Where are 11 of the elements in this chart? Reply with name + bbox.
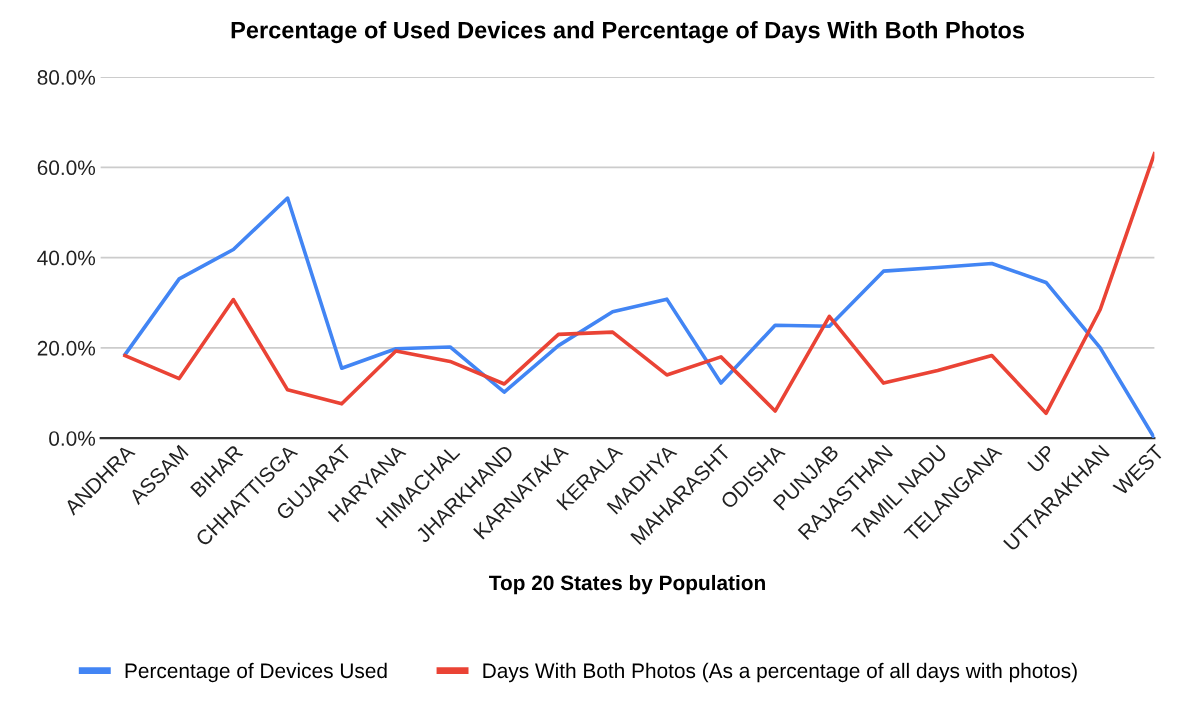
x-axis-title: Top 20 States by Population	[489, 574, 765, 595]
line-series	[123, 152, 1155, 416]
y-tick-label: 40.0%	[37, 250, 96, 266]
y-tick-label: 20.0%	[37, 340, 96, 356]
legend-label: Days With Both Photos (As a percentage of all days with photos)	[483, 662, 1077, 683]
y-tick-label: 0.0%	[49, 431, 96, 446]
line-series	[123, 196, 1155, 439]
y-tick-label: 80.0%	[37, 70, 96, 85]
y-tick-label: 60.0%	[37, 160, 96, 176]
chart-title: Percentage of Used Devices and Percentage of Days With Both Photos	[231, 21, 1025, 44]
legend-label: Percentage of Devices Used	[125, 662, 387, 683]
